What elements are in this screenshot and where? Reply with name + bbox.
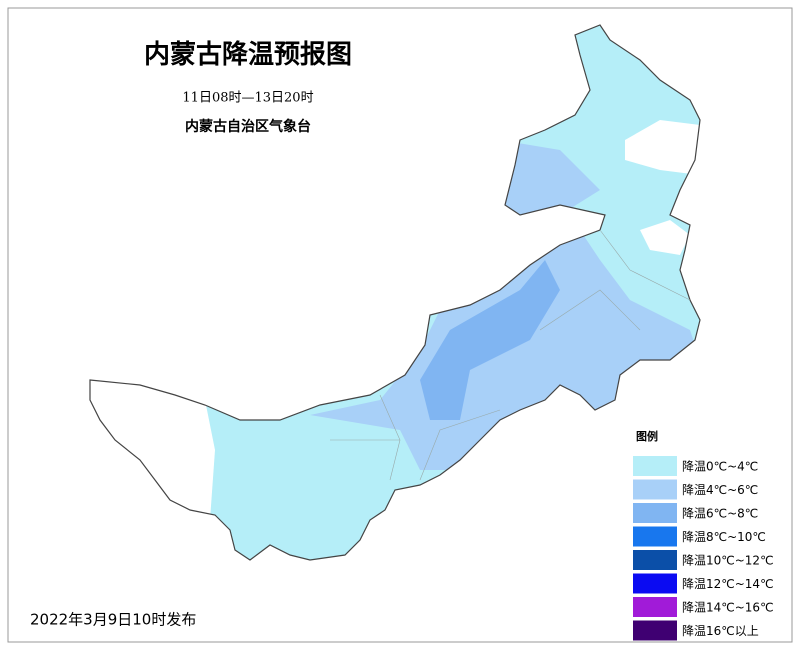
legend-label: 降温10℃~12℃ xyxy=(682,554,774,568)
legend-label: 降温6℃~8℃ xyxy=(682,507,758,521)
title: 内蒙古降温预报图 xyxy=(144,39,352,70)
boundaries xyxy=(330,229,691,481)
legend-swatch xyxy=(633,456,677,476)
issued-date: 2022年3月9日10时发布 xyxy=(30,611,196,629)
legend-label: 降温16℃以上 xyxy=(682,624,759,638)
legend-label: 降温8℃~10℃ xyxy=(682,530,766,544)
legend-label: 降温12℃~14℃ xyxy=(682,577,774,591)
region-outline xyxy=(89,24,701,561)
legend-swatch xyxy=(633,479,677,500)
legend-swatch xyxy=(633,573,677,594)
period: 11日08时—13日20时 xyxy=(182,91,313,106)
legend-swatch xyxy=(633,526,677,547)
legend-label: 降温4℃~6℃ xyxy=(682,483,758,497)
legend-label: 降温14℃~16℃ xyxy=(682,601,774,615)
issuer: 内蒙古自治区气象台 xyxy=(185,118,311,135)
legend-swatch xyxy=(633,597,677,617)
legend-title: 图例 xyxy=(636,429,658,443)
legend-swatch xyxy=(633,550,677,570)
legend-swatch xyxy=(633,503,677,523)
legend-label: 降温0℃~4℃ xyxy=(682,460,758,474)
legend-swatch xyxy=(633,620,677,641)
